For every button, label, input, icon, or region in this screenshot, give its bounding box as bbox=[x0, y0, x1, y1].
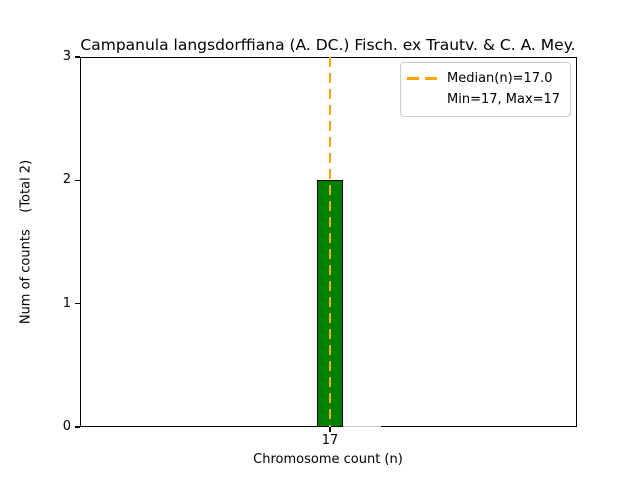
legend: Median(n)=17.0 Min=17, Max=17 bbox=[400, 62, 571, 117]
legend-entry-median: Median(n)=17.0 bbox=[407, 68, 562, 89]
y-tick-mark bbox=[75, 56, 80, 58]
y-tick-mark bbox=[75, 303, 80, 305]
y-tick-mark bbox=[75, 426, 80, 428]
y-tick-label: 1 bbox=[62, 295, 71, 311]
y-tick-mark bbox=[75, 179, 80, 181]
legend-empty-handle bbox=[407, 98, 437, 101]
y-tick-label: 3 bbox=[62, 49, 71, 64]
median-dashed-line bbox=[328, 57, 332, 427]
legend-label-median: Median(n)=17.0 bbox=[447, 71, 553, 86]
x-tick-label: 17 bbox=[321, 433, 339, 448]
zero-height-bin-line bbox=[343, 425, 381, 427]
y-tick-label: 0 bbox=[62, 419, 71, 434]
x-tick-mark bbox=[329, 427, 331, 432]
legend-label-minmax: Min=17, Max=17 bbox=[447, 92, 561, 107]
x-axis-label: Chromosome count (n) bbox=[253, 452, 403, 467]
chart-title: Campanula langsdorffiana (A. DC.) Fisch.… bbox=[80, 36, 576, 54]
y-axis-label: Num of counts (Total 2) bbox=[18, 159, 34, 325]
y-tick-label: 2 bbox=[62, 172, 71, 188]
legend-entry-minmax: Min=17, Max=17 bbox=[407, 89, 562, 110]
orange-dashed-line-icon bbox=[407, 77, 437, 80]
